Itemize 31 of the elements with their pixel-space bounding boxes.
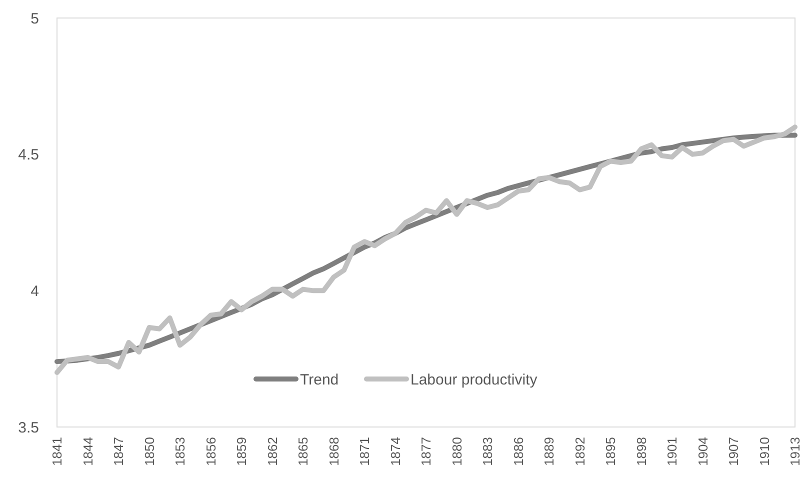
x-tick-label: 1877: [418, 437, 434, 466]
y-tick-label: 5: [30, 10, 39, 28]
x-tick-label: 1874: [388, 437, 403, 466]
x-tick-label: 1892: [572, 437, 588, 466]
x-tick-label: 1895: [603, 437, 618, 466]
x-tick-label: 1901: [664, 437, 680, 466]
x-tick-label: 1886: [510, 437, 526, 466]
x-tick-label: 1883: [480, 437, 496, 466]
x-tick-label: 1841: [50, 437, 65, 466]
legend-label: Labour productivity: [410, 371, 538, 388]
x-tick-label: 1844: [80, 437, 96, 466]
x-tick-label: 1907: [726, 437, 742, 466]
x-tick-label: 1853: [172, 437, 188, 466]
x-tick-label: 1868: [326, 437, 342, 466]
x-tick-label: 1880: [449, 437, 464, 466]
x-tick-label: 1856: [203, 437, 218, 466]
x-tick-label: 1871: [357, 437, 372, 466]
x-tick-label: 1913: [788, 437, 803, 466]
x-tick-label: 1910: [756, 437, 772, 466]
y-tick-label: 3.5: [18, 419, 39, 436]
legend-label: Trend: [300, 371, 339, 388]
x-tick-label: 1865: [296, 437, 311, 466]
x-tick-label: 1898: [634, 437, 649, 466]
x-tick-label: 1847: [111, 437, 126, 466]
x-tick-label: 1850: [142, 437, 157, 466]
y-tick-label: 4: [30, 282, 39, 300]
x-tick-label: 1889: [542, 437, 557, 466]
x-tick-label: 1904: [695, 437, 710, 466]
y-tick-label: 4.5: [18, 146, 39, 164]
x-tick-label: 1859: [234, 437, 250, 466]
x-tick-label: 1862: [264, 437, 280, 466]
